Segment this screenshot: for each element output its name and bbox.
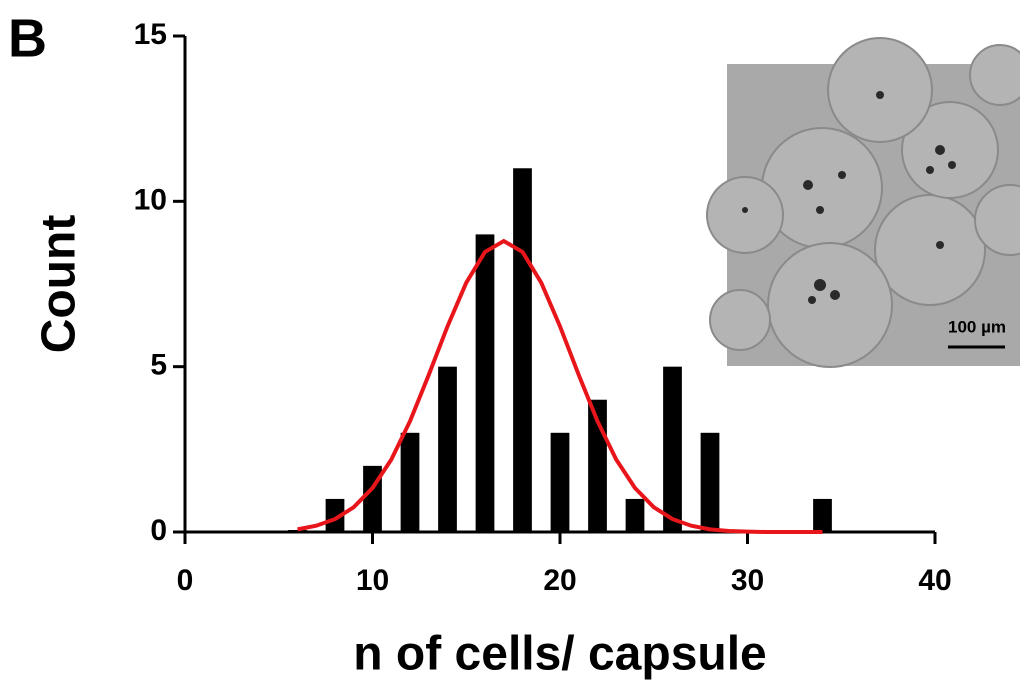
bar <box>400 432 420 532</box>
panel-label: B <box>8 8 47 68</box>
bar <box>513 168 532 532</box>
bar <box>325 498 345 532</box>
x-tick-label: 30 <box>731 564 764 597</box>
scale-bar-label: 100 µm <box>948 317 1006 336</box>
inset-image: 100 µm <box>706 37 1020 368</box>
bar <box>625 498 645 532</box>
cells <box>742 91 956 304</box>
x-tick-label: 40 <box>918 564 951 597</box>
x-tick-label: 20 <box>543 564 576 597</box>
y-tick-label: 5 <box>150 349 167 382</box>
fit-curve <box>297 238 823 534</box>
bar <box>438 366 457 532</box>
y-axis-title: Count <box>33 215 86 354</box>
bar <box>663 366 682 532</box>
bar <box>813 498 832 532</box>
bar <box>700 432 720 532</box>
y-tick-label: 10 <box>134 183 167 216</box>
y-tick-label: 15 <box>134 18 167 51</box>
bar <box>288 530 307 532</box>
x-tick-label: 0 <box>177 564 194 597</box>
bar <box>550 432 570 532</box>
capsules <box>706 37 1020 368</box>
x-tick-label: 10 <box>356 564 389 597</box>
y-tick-label: 0 <box>150 514 167 547</box>
bar <box>475 234 495 532</box>
x-axis-title: n of cells/ capsule <box>353 628 766 681</box>
